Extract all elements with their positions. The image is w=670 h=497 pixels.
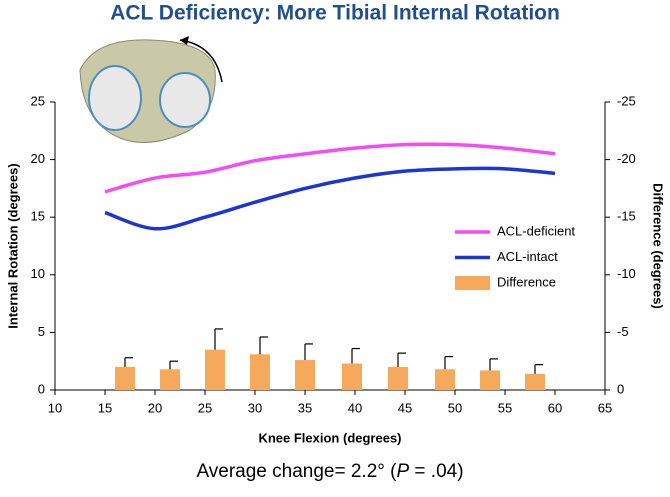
x-tick-label: 60	[548, 400, 562, 415]
error-bar	[351, 347, 360, 364]
x-axis-title: Knee Flexion (degrees)	[258, 430, 401, 445]
y-tick-label: 10	[31, 266, 45, 281]
y2-tick-label: -20	[617, 151, 636, 166]
y2-tick-label: 0	[617, 381, 624, 396]
x-tick-label: 55	[498, 400, 512, 415]
bar	[480, 370, 500, 390]
legend-label: ACL-intact	[497, 249, 558, 264]
y-tick-label: 5	[38, 324, 45, 339]
x-tick-label: 35	[298, 400, 312, 415]
x-tick-label: 50	[448, 400, 462, 415]
error-bar	[214, 328, 223, 350]
y2-tick-label: -25	[617, 93, 636, 108]
line-series	[104, 142, 556, 194]
y-tick-label: 20	[31, 151, 45, 166]
error-bar	[169, 360, 178, 370]
annotation-text: Average change= 2.2° (	[196, 461, 397, 482]
annotation-text: P	[396, 461, 409, 482]
bar	[295, 360, 315, 390]
annotation-text: = .04)	[409, 461, 463, 482]
x-tick-label: 45	[398, 400, 412, 415]
bar	[115, 366, 135, 390]
x-tick-label: 15	[98, 400, 112, 415]
knee-illustration	[79, 36, 223, 143]
x-tick-label: 65	[598, 400, 612, 415]
error-bar	[259, 336, 268, 355]
x-tick-label: 40	[348, 400, 362, 415]
x-tick-label: 30	[248, 400, 262, 415]
y-tick-label: 25	[31, 93, 45, 108]
legend-label: Difference	[497, 274, 556, 289]
line-series	[104, 166, 556, 231]
error-bar	[444, 355, 453, 370]
error-bar	[489, 358, 498, 371]
bar	[342, 363, 362, 390]
error-bar	[397, 352, 406, 367]
y2-tick-label: -5	[617, 324, 629, 339]
y2-tick-label: -15	[617, 209, 636, 224]
bar	[250, 354, 270, 390]
chart-title: ACL Deficiency: More Tibial Internal Rot…	[110, 2, 560, 25]
error-bar	[304, 343, 313, 361]
y2-axis-title: Difference (degrees)	[651, 183, 666, 309]
x-tick-label: 20	[148, 400, 162, 415]
y-axis-title: Internal Rotation (degrees)	[5, 163, 20, 328]
annotation: Average change= 2.2° (P = .04)	[196, 461, 463, 482]
x-tick-label: 10	[48, 400, 62, 415]
error-bar	[124, 357, 133, 367]
bar	[388, 366, 408, 390]
bar	[160, 369, 180, 390]
legend-label: ACL-deficient	[497, 223, 575, 238]
bar	[435, 369, 455, 390]
y-tick-label: 0	[38, 381, 45, 396]
bar	[525, 373, 545, 390]
y2-tick-label: -10	[617, 266, 636, 281]
x-tick-label: 25	[198, 400, 212, 415]
y-tick-label: 15	[31, 209, 45, 224]
legend-swatch	[455, 276, 490, 290]
error-bar	[534, 364, 543, 374]
bar	[205, 349, 225, 390]
